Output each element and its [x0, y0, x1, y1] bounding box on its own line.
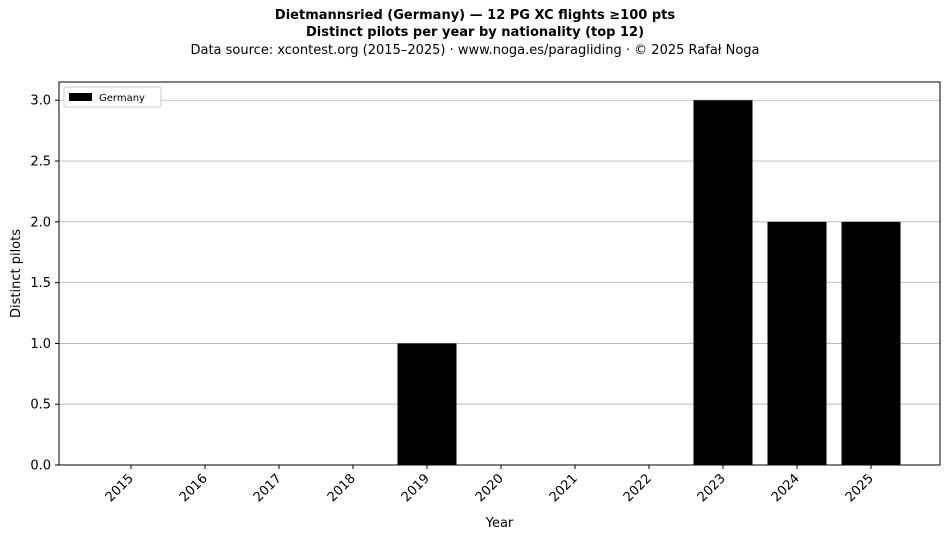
y-axis-label: Distinct pilots	[9, 229, 24, 318]
x-tick-label: 2023	[695, 471, 729, 505]
y-axis: 0.0 0.5 1.0 1.5 2.0 2.5 3.0	[30, 94, 59, 474]
y-tick-label: 1.0	[30, 337, 51, 352]
x-tick-label: 2024	[769, 471, 803, 505]
chart-subtitle: Distinct pilots per year by nationality …	[305, 25, 645, 40]
bars	[397, 100, 901, 465]
bar	[693, 100, 753, 465]
x-tick-label: 2022	[621, 471, 655, 505]
x-tick-label: 2015	[103, 471, 137, 505]
bar	[841, 221, 901, 465]
x-axis-label: Year	[485, 516, 514, 531]
plot-frame	[58, 81, 941, 466]
legend-swatch	[69, 93, 92, 101]
legend-label: Germany	[99, 93, 145, 104]
x-tick-label: 2017	[251, 471, 285, 505]
chart-title: Dietmannsried (Germany) — 12 PG XC fligh…	[274, 8, 676, 23]
x-tick-label: 2018	[325, 471, 359, 505]
x-axis: 2015 2016 2017 2018 2019 2020 2021 2022 2023 2024…	[103, 465, 877, 505]
y-tick-label: 0.0	[30, 459, 51, 474]
legend: Germany	[63, 86, 162, 108]
y-tick-label: 1.5	[30, 276, 51, 291]
bar	[397, 343, 457, 465]
x-tick-label: 2019	[399, 471, 433, 505]
bar	[767, 221, 827, 465]
y-tick-label: 0.5	[30, 398, 51, 413]
x-tick-label: 2016	[177, 471, 211, 505]
chart-source-note: Data source: xcontest.org (2015–2025) · …	[190, 43, 760, 58]
x-tick-label: 2020	[473, 471, 507, 505]
y-tick-label: 3.0	[30, 94, 51, 109]
x-tick-label: 2025	[843, 471, 877, 505]
y-tick-label: 2.5	[30, 155, 51, 170]
x-tick-label: 2021	[547, 471, 581, 505]
legend-box	[63, 86, 162, 108]
y-tick-label: 2.0	[30, 215, 51, 230]
